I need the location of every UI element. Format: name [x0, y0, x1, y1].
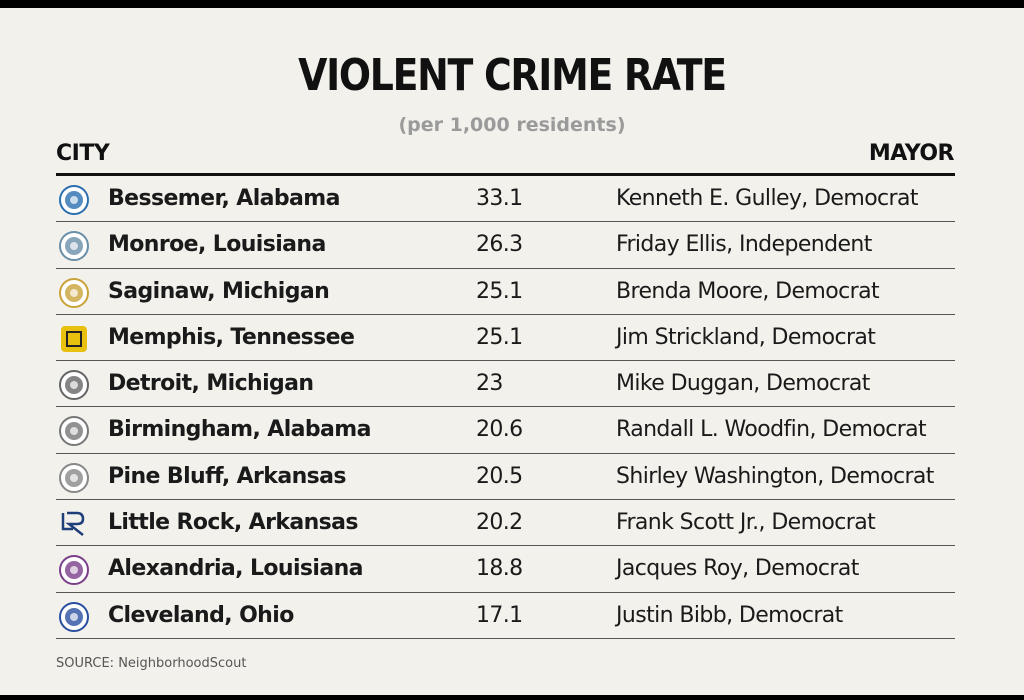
crime-rate-value: 23	[476, 371, 503, 397]
city-name: Pine Bluff, Arkansas	[108, 463, 346, 489]
pine-bluff-seal-icon	[59, 462, 89, 493]
mayor-name: Shirley Washington, Democrat	[616, 463, 934, 489]
city-name: Little Rock, Arkansas	[108, 510, 359, 536]
chart-page: VIOLENT CRIME RATE (per 1,000 residents)…	[0, 8, 1024, 695]
cleveland-seal-icon	[59, 601, 89, 632]
city-name: Saginaw, Michigan	[108, 278, 330, 304]
crime-rate-value: 33.1	[476, 186, 523, 211]
table-row: Monroe, Louisiana 26.3 Friday Ellis, Indep…	[56, 222, 955, 269]
crime-rate-value: 20.5	[476, 463, 523, 489]
little-rock-logo-icon	[59, 509, 89, 539]
mayor-name: Friday Ellis, Independent	[616, 232, 872, 258]
column-header-mayor: MAYOR	[868, 141, 955, 166]
mayor-name: Randall L. Woodfin, Democrat	[616, 417, 927, 443]
chart-title: VIOLENT CRIME RATE	[298, 50, 727, 101]
mayor-name: Justin Bibb, Democrat	[616, 602, 843, 628]
table-row: Cleveland, Ohio 17.1 Justin Bibb, Democrat	[56, 593, 955, 639]
crime-rate-value: 17.1	[476, 602, 523, 628]
monroe-seal-icon	[59, 231, 89, 262]
crime-rate-value: 25.1	[476, 324, 523, 350]
city-name: Alexandria, Louisiana	[108, 556, 364, 582]
source-note: SOURCE: NeighborhoodScout	[56, 656, 247, 671]
mayor-name: Jacques Roy, Democrat	[616, 556, 859, 582]
bessemer-seal-icon	[59, 185, 89, 215]
crime-rate-value: 18.8	[476, 556, 523, 582]
mayor-name: Jim Strickland, Democrat	[616, 324, 876, 350]
column-header-city: CITY	[56, 141, 110, 166]
crime-rate-value: 26.3	[476, 232, 523, 258]
city-name: Monroe, Louisiana	[108, 232, 326, 258]
city-name: Detroit, Michigan	[108, 371, 314, 397]
table-body: Bessemer, Alabama 33.1 Kenneth E. Gulley, …	[56, 176, 955, 639]
table-row: Birmingham, Alabama 20.6 Randall L. Woodfi…	[56, 407, 955, 454]
table-row: Saginaw, Michigan 25.1 Brenda Moore, Democ…	[56, 269, 955, 315]
city-name: Bessemer, Alabama	[108, 186, 340, 211]
table-row: Memphis, Tennessee 25.1 Jim Strickland, De…	[56, 315, 955, 362]
table-row: Bessemer, Alabama 33.1 Kenneth E. Gulley, …	[56, 176, 955, 223]
saginaw-seal-icon	[59, 277, 89, 308]
header-divider	[56, 173, 955, 176]
crime-rate-value: 20.6	[476, 417, 523, 443]
birmingham-seal-icon	[59, 416, 89, 447]
table-row: Pine Bluff, Arkansas 20.5 Shirley Washingt…	[56, 454, 955, 501]
mayor-name: Brenda Moore, Democrat	[616, 278, 880, 304]
chart-subtitle: (per 1,000 residents)	[398, 114, 626, 136]
city-name: Memphis, Tennessee	[108, 324, 355, 350]
table-row: Little Rock, Arkansas 20.2 Frank Scott Jr.…	[56, 500, 955, 547]
memphis-seal-icon	[59, 324, 89, 354]
crime-rate-value: 25.1	[476, 278, 523, 304]
alexandria-seal-icon	[59, 555, 89, 586]
city-name: Birmingham, Alabama	[108, 417, 371, 443]
detroit-seal-icon	[59, 370, 89, 401]
city-name: Cleveland, Ohio	[108, 602, 294, 628]
mayor-name: Frank Scott Jr., Democrat	[616, 510, 876, 536]
crime-rate-value: 20.2	[476, 510, 523, 536]
mayor-name: Mike Duggan, Democrat	[616, 371, 870, 397]
table-row: Detroit, Michigan 23 Mike Duggan, Democrat	[56, 361, 955, 408]
table-row: Alexandria, Louisiana 18.8 Jacques Roy, De…	[56, 546, 955, 593]
mayor-name: Kenneth E. Gulley, Democrat	[616, 186, 919, 211]
